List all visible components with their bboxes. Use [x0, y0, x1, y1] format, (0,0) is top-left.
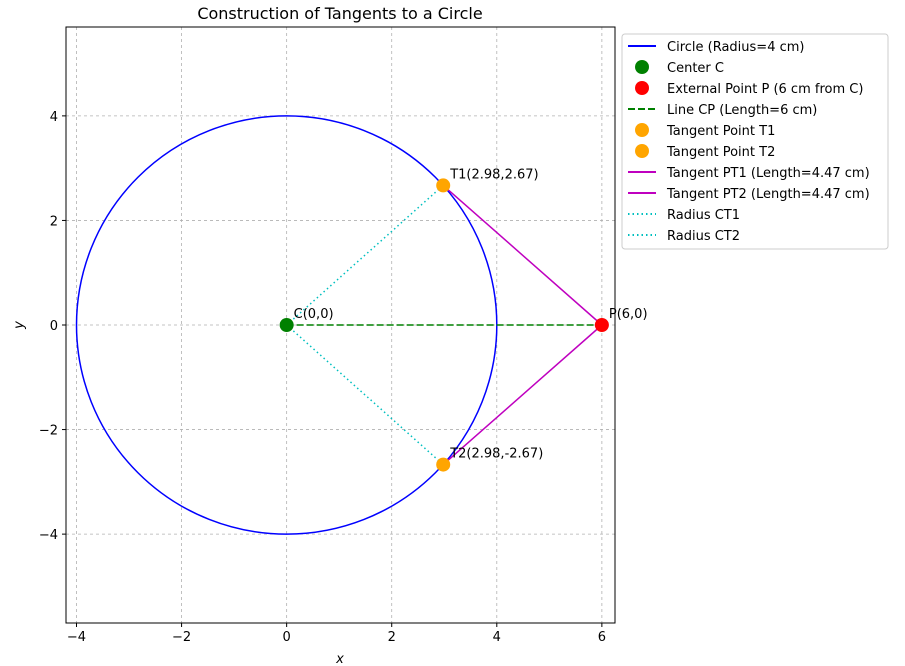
legend-label: Tangent PT2 (Length=4.47 cm) — [666, 187, 870, 202]
point-c-marker — [279, 318, 294, 332]
legend-marker — [635, 81, 649, 95]
legend: Circle (Radius=4 cm) Center C External Poi… — [621, 33, 889, 250]
legend-label: Line CP (Length=6 cm) — [667, 103, 817, 118]
point-t2-marker — [436, 457, 451, 472]
x-tick-label: 4 — [493, 630, 501, 645]
legend-marker — [635, 60, 649, 74]
legend-marker — [635, 123, 649, 137]
y-axis-label: y — [12, 321, 27, 330]
segment-pt2 — [442, 324, 603, 466]
point-t2-label: T2(2.98,-2.67) — [449, 447, 543, 462]
segment-ct2 — [286, 324, 444, 466]
legend-label: Tangent PT1 (Length=4.47 cm) — [666, 166, 870, 181]
x-tick-label: 2 — [388, 630, 396, 645]
legend-label: Tangent Point T2 — [666, 145, 775, 160]
point-t1-label: T1(2.98,2.67) — [449, 167, 538, 182]
y-tick-label: 0 — [50, 319, 58, 334]
chart-title: Construction of Tangents to a Circle — [197, 4, 482, 23]
point-t1-marker — [436, 178, 451, 193]
x-tick-label: −2 — [172, 630, 191, 645]
legend-marker — [635, 144, 649, 158]
y-tick-label: −2 — [39, 424, 58, 439]
legend-label: External Point P (6 cm from C) — [667, 82, 863, 97]
x-axis-label: x — [335, 652, 344, 666]
plot-area: C(0,0) P(6,0) T1(2.98,2.67) T2(2.98,-2.67) −… — [39, 26, 648, 645]
point-p-marker — [594, 318, 609, 332]
legend-label: Tangent Point T1 — [666, 124, 775, 139]
legend-label: Circle (Radius=4 cm) — [667, 40, 804, 55]
x-tick-label: 0 — [283, 630, 291, 645]
y-tick-label: 2 — [50, 214, 58, 229]
x-tick-label: 6 — [598, 630, 606, 645]
segment-ct1 — [286, 184, 444, 326]
legend-label: Center C — [667, 61, 724, 76]
y-tick-label: −4 — [39, 528, 58, 543]
legend-label: Radius CT2 — [667, 229, 740, 244]
point-p-label: P(6,0) — [609, 307, 648, 322]
legend-box — [621, 33, 889, 250]
point-c-label: C(0,0) — [294, 307, 334, 322]
y-tick-label: 4 — [50, 110, 58, 125]
legend-label: Radius CT1 — [667, 208, 740, 223]
x-tick-label: −4 — [67, 630, 86, 645]
segment-pt1 — [442, 184, 603, 326]
